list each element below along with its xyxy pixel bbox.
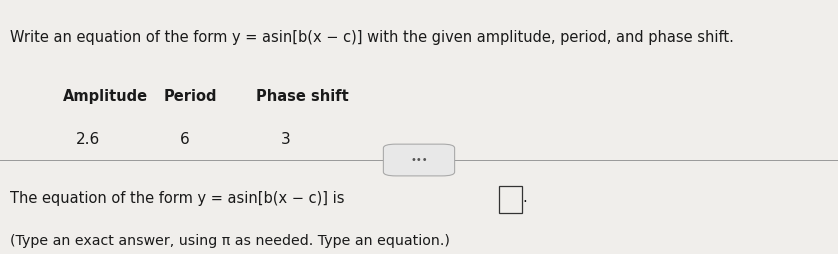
Text: (Type an exact answer, using π as needed. Type an equation.): (Type an exact answer, using π as needed…	[10, 234, 450, 248]
Text: The equation of the form y = asin[b(x − c)] is: The equation of the form y = asin[b(x − …	[10, 190, 344, 205]
FancyBboxPatch shape	[499, 186, 522, 213]
Text: Write an equation of the form y = asin[b(x − c)] with the given amplitude, perio: Write an equation of the form y = asin[b…	[10, 30, 734, 45]
Text: Period: Period	[163, 89, 217, 104]
Text: Phase shift: Phase shift	[256, 89, 349, 104]
FancyBboxPatch shape	[384, 144, 454, 176]
Text: Amplitude: Amplitude	[63, 89, 148, 104]
Text: .: .	[522, 190, 527, 205]
Text: 3: 3	[281, 132, 291, 147]
Text: 6: 6	[180, 132, 190, 147]
Text: •••: •••	[410, 155, 428, 165]
Text: 2.6: 2.6	[75, 132, 100, 147]
